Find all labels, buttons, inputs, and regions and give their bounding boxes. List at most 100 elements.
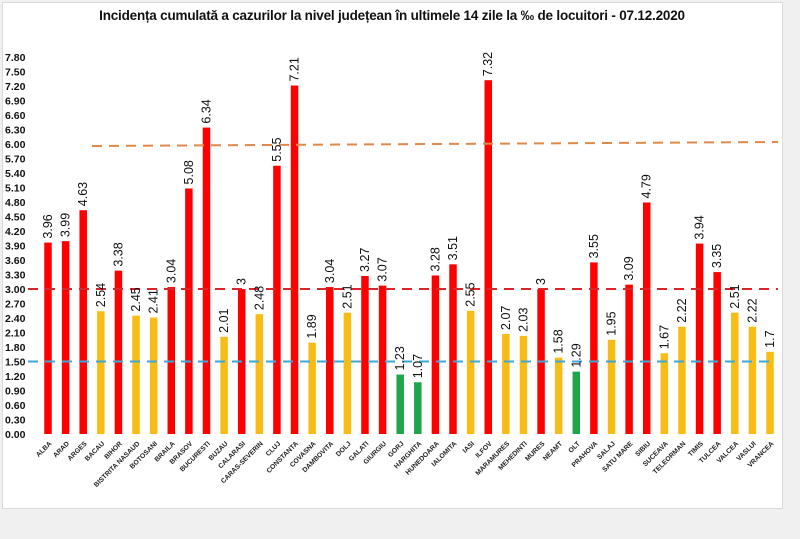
y-tick-label: 0.60 [5, 400, 26, 412]
chart-panel [2, 2, 783, 509]
value-label: 3.35 [710, 244, 724, 268]
bar-olt [572, 371, 581, 434]
y-axis-ticks: 0.00 0.30 0.60 0.90 1.20 1.50 1.80 2.10 2.40 2.70… [5, 52, 26, 441]
y-tick-label: 2.70 [5, 299, 26, 311]
bar-neamt [554, 357, 563, 434]
value-label: 1.95 [605, 311, 619, 335]
value-label: 2.54 [94, 283, 108, 307]
value-label: 3.04 [323, 259, 337, 283]
y-tick-label: 5.40 [5, 168, 26, 180]
value-label: 2.01 [217, 308, 231, 332]
bar-ilfov [484, 80, 492, 434]
bar-prahova [590, 262, 598, 434]
y-tick-label: 2.40 [5, 313, 26, 325]
bar-galati [361, 275, 369, 434]
y-tick-label: 6.30 [5, 125, 26, 137]
bar-bacau [97, 311, 105, 434]
y-tick-label: 5.70 [5, 154, 26, 166]
value-label: 1.07 [411, 354, 425, 378]
chart-title: Incidența cumulată a cazurilor la nivel … [99, 8, 685, 23]
value-label: 2.07 [499, 306, 513, 330]
value-label: 7.21 [288, 57, 302, 81]
bar-caras-severin [255, 314, 264, 434]
y-tick-label: 3.60 [5, 255, 26, 267]
value-label: 2.41 [147, 289, 161, 313]
bar-covasna [308, 342, 316, 434]
y-tick-label: 0.00 [5, 429, 26, 441]
value-label: 2.55 [464, 282, 478, 306]
value-label: 2.45 [129, 287, 143, 311]
bar-alba [44, 242, 52, 434]
value-label: 3.99 [59, 213, 73, 237]
value-label: 2.22 [675, 298, 689, 322]
y-tick-label: 4.20 [5, 226, 26, 238]
bar-botosani [149, 317, 158, 434]
value-label: 1.58 [552, 329, 566, 353]
y-tick-label: 7.80 [5, 52, 26, 64]
bar-bihor [114, 270, 123, 434]
y-tick-label: 4.50 [5, 212, 26, 224]
bar-vrancea [766, 351, 774, 434]
value-label: 1.67 [657, 325, 671, 349]
value-label: 1.29 [569, 343, 583, 367]
bar-sibiu [642, 202, 651, 434]
value-label: 5.08 [182, 160, 196, 184]
bar-brasov [185, 188, 193, 434]
bar-iasi [466, 310, 475, 434]
bar-suceava [660, 353, 669, 434]
value-label: 3.04 [164, 259, 178, 283]
bar-mehedinti [519, 335, 528, 434]
y-tick-label: 5.10 [5, 183, 26, 195]
y-tick-label: 3.00 [5, 284, 26, 296]
bar-arad [61, 241, 70, 434]
value-label: 3.55 [587, 234, 601, 258]
bar-dolj [343, 312, 352, 434]
threshold-line-6 [91, 141, 779, 147]
y-tick-label: 7.20 [5, 81, 26, 93]
value-label: 3.09 [622, 256, 636, 280]
value-label: 3.94 [693, 215, 707, 239]
bar-maramures [502, 333, 510, 434]
bar-giurgiu [378, 285, 387, 434]
bar-valcea [731, 312, 739, 434]
value-label: 3.96 [41, 214, 55, 238]
y-tick-label: 6.60 [5, 110, 26, 122]
value-label: 2.51 [728, 284, 742, 308]
bar-satu-mare [625, 284, 633, 434]
value-label: 3.38 [111, 242, 125, 266]
bars [44, 80, 774, 435]
bar-gorj [396, 374, 404, 434]
bar-tulcea [713, 272, 721, 434]
value-label: 3.27 [358, 248, 372, 272]
value-label: 2.03 [516, 308, 530, 332]
y-tick-label: 4.80 [5, 197, 26, 209]
value-label: 3.51 [446, 236, 460, 260]
value-label: 3.28 [428, 247, 442, 271]
category-label: TELEORMAN [652, 440, 687, 475]
bar-vaslui [748, 326, 757, 434]
value-label: 3 [235, 278, 249, 285]
value-label: 7.32 [481, 52, 495, 76]
value-label: 4.63 [76, 182, 90, 206]
value-label: 2.22 [745, 298, 759, 322]
value-label: 6.34 [199, 99, 213, 123]
bar-constanta [290, 85, 299, 435]
bar-harghita [414, 382, 422, 434]
y-tick-label: 2.10 [5, 328, 26, 340]
value-label: 1.89 [305, 314, 319, 338]
category-label: NEAMT [542, 440, 565, 463]
threshold-lines [28, 141, 779, 363]
y-tick-label: 0.30 [5, 415, 26, 427]
bar-cluj [273, 165, 281, 434]
bar-dambovita [326, 287, 334, 434]
value-label: 1.7 [763, 330, 777, 347]
y-tick-label: 1.80 [5, 342, 26, 354]
bar-buzau [220, 336, 228, 434]
value-label: 1.23 [393, 346, 407, 370]
bar-teleorman [678, 326, 686, 434]
bar-bistrita-nasaud [132, 315, 140, 434]
bar-arges [79, 210, 87, 434]
y-tick-label: 0.90 [5, 386, 26, 398]
